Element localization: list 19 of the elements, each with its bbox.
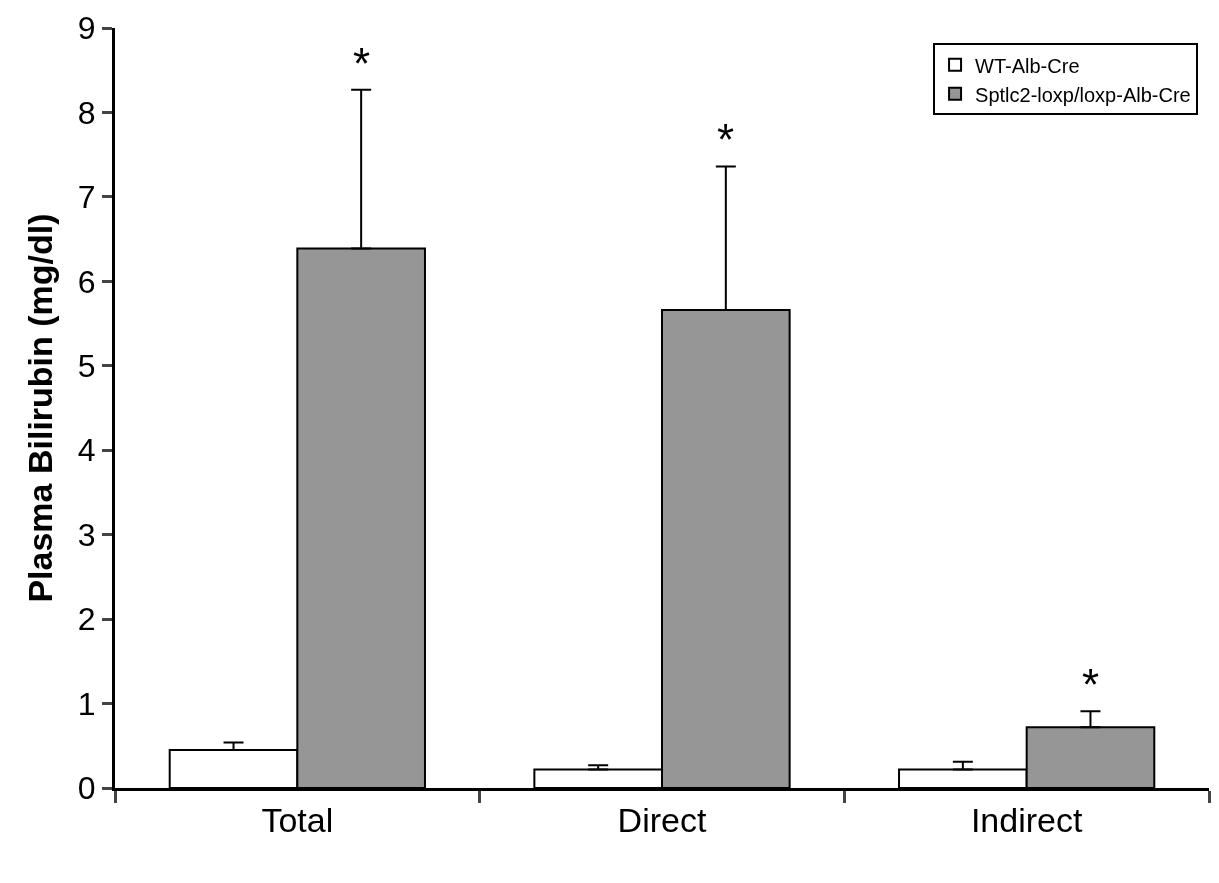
x-tick-label: Total [261,800,334,839]
y-tick-label: 4 [77,432,96,469]
y-tick-label: 6 [77,263,96,300]
y-tick-label: 2 [77,601,96,638]
y-tick-label: 0 [77,770,96,807]
y-tick-label: 1 [77,685,96,722]
y-tick-label: 3 [77,516,96,553]
legend-label: WT-Alb-Cre [975,54,1080,77]
x-tick-label: Indirect [970,800,1083,839]
annotation: * [1082,660,1100,709]
annotation: * [717,115,735,164]
y-tick-label: 5 [77,347,96,384]
y-tick-label: 7 [77,179,96,216]
legend-label: Sptlc2-loxp/loxp-Alb-Cre [975,83,1191,106]
annotation: * [353,39,371,88]
y-tick-label: 9 [77,10,96,47]
x-tick-label: Direct [617,800,707,839]
y-tick-label: 8 [77,94,96,131]
y-axis-title: Plasma Bilirubin (mg/dl) [21,213,60,603]
